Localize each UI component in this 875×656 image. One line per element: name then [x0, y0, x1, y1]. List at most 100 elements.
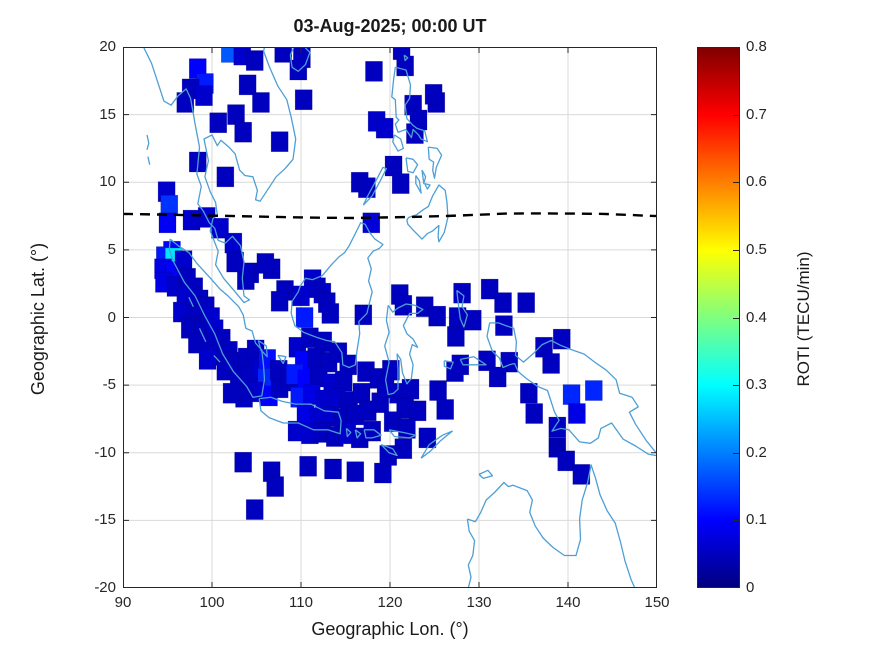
x-tick-label: 150: [644, 594, 670, 611]
roti-cell: [227, 104, 245, 125]
roti-cell: [401, 378, 420, 400]
colorbar-tick-mark: [733, 385, 739, 387]
colorbar-tick-label: 0.1: [746, 511, 767, 529]
roti-cell: [274, 47, 292, 63]
roti-cell: [384, 155, 403, 177]
colorbar-tick-label: 0.2: [746, 443, 767, 461]
y-tick-label: -15: [94, 511, 116, 529]
coastline: [466, 518, 476, 588]
x-tick-label: 90: [114, 594, 132, 611]
coastline: [424, 182, 431, 190]
coastline: [456, 289, 469, 328]
colorbar: [697, 47, 740, 588]
colorbar-tick-label: 0: [746, 579, 755, 596]
roti-cell: [365, 61, 383, 82]
roti-cell: [294, 89, 313, 111]
roti-cell: [391, 173, 410, 194]
roti-cell: [224, 232, 243, 254]
coastline: [198, 328, 207, 343]
y-tick-label: 10: [99, 173, 116, 191]
roti-cell: [374, 462, 392, 484]
colorbar-tick-label: 0.3: [746, 376, 767, 394]
roti-cell: [478, 350, 496, 372]
roti-cell: [398, 418, 416, 439]
roti-cell: [448, 307, 467, 328]
coastline: [388, 429, 417, 439]
roti-cell: [525, 403, 543, 424]
roti-cell: [428, 305, 446, 327]
coastline: [213, 354, 221, 363]
roti-cell: [494, 292, 512, 313]
coastline: [168, 238, 266, 398]
roti-cell: [429, 380, 447, 401]
colorbar-label: ROTI (TECU/min): [794, 251, 813, 387]
colorbar-tick-mark: [733, 182, 739, 184]
roti-cell: [346, 461, 365, 482]
roti-cell: [252, 92, 270, 113]
roti-cell: [234, 451, 252, 473]
roti-cell: [321, 303, 340, 324]
coastline: [467, 464, 636, 588]
roti-cell: [226, 251, 244, 273]
roti-cell: [256, 253, 275, 274]
x-tick-label: 130: [466, 594, 492, 611]
roti-cell: [354, 304, 373, 326]
axes-box: [123, 47, 657, 588]
x-tick-label: 140: [555, 594, 581, 611]
roti-cell: [446, 361, 464, 382]
roti-cell: [447, 326, 465, 347]
coastline: [289, 47, 311, 72]
roti-cell: [585, 380, 603, 401]
y-tick-label: 5: [107, 240, 116, 258]
roti-cell: [488, 366, 507, 388]
colorbar-tick-mark: [733, 114, 739, 116]
roti-cell: [520, 382, 538, 404]
roti-cell: [568, 403, 586, 424]
roti-cell: [463, 309, 482, 331]
roti-cell: [562, 384, 581, 405]
coastline: [142, 47, 297, 304]
x-axis-label: Geographic Lon. (°): [311, 619, 469, 639]
coastline: [257, 339, 268, 358]
roti-cell: [548, 416, 567, 438]
roti-cell: [436, 399, 454, 420]
coastline: [354, 429, 362, 439]
coastline: [415, 175, 422, 194]
roti-cell: [362, 212, 381, 234]
y-axis-label: Geographic Lat. (°): [28, 242, 48, 396]
roti-cell: [158, 212, 177, 234]
roti-cell: [234, 121, 252, 143]
roti-cell: [182, 209, 201, 231]
roti-cell: [266, 476, 284, 497]
plot-title: 03-Aug-2025; 00:00 UT: [293, 16, 487, 36]
colorbar-tick-label: 0.6: [746, 173, 767, 191]
map-plot: [123, 47, 657, 588]
roti-cell: [245, 499, 264, 520]
y-tick-label: -20: [94, 579, 116, 596]
x-tick-label: 100: [199, 594, 225, 611]
coastline: [406, 184, 449, 243]
roti-cell: [198, 349, 217, 370]
colorbar-tick-label: 0.8: [746, 38, 767, 55]
roti-data-squares: [154, 47, 603, 520]
coastline: [277, 354, 287, 365]
roti-cell: [299, 455, 317, 477]
y-tick-label: -10: [94, 443, 116, 461]
roti-cell: [195, 85, 213, 106]
coastline: [391, 66, 429, 143]
roti-cell: [209, 112, 228, 134]
coastline: [478, 469, 494, 480]
coastline: [380, 443, 398, 457]
coastline: [146, 134, 150, 150]
roti-cell: [557, 450, 576, 472]
coastline: [384, 303, 424, 396]
coastline: [486, 322, 657, 457]
roti-cell: [375, 117, 394, 139]
y-tick-label: 15: [99, 105, 116, 123]
colorbar-tick-mark: [733, 249, 739, 251]
roti-cell: [237, 269, 255, 290]
colorbar-tick-mark: [733, 520, 739, 522]
roti-cell: [270, 131, 289, 152]
roti-cell: [324, 458, 342, 480]
